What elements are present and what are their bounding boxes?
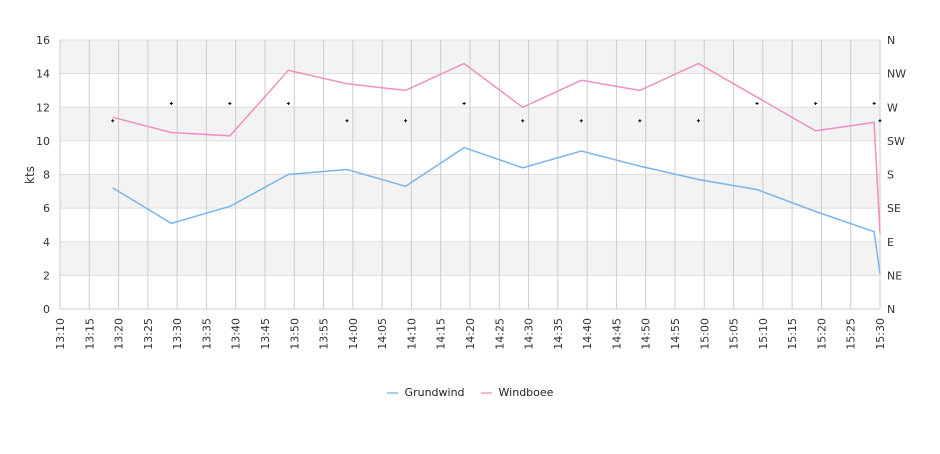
y-tick-label: 14: [36, 68, 50, 81]
x-tick-label: 13:25: [142, 318, 155, 350]
y2-tick-label: NE: [887, 269, 902, 282]
y2-tick-label: W: [887, 101, 898, 114]
x-tick-label: 15:00: [698, 318, 711, 350]
x-tick-label: 15:05: [728, 318, 741, 350]
direction-marker: [579, 119, 583, 123]
direction-markers: [111, 102, 882, 123]
y2-tick-label: SE: [887, 202, 901, 215]
y-tick-label: 10: [36, 135, 50, 148]
x-tick-label: 15:20: [815, 318, 828, 350]
direction-marker: [169, 102, 173, 106]
x-tick-label: 14:55: [669, 318, 682, 350]
series-lines: [112, 62, 881, 274]
x-tick-label: 15:10: [757, 318, 770, 350]
y-tick-label: 2: [43, 269, 50, 282]
direction-marker: [345, 119, 349, 123]
legend-item-grundwind[interactable]: Grundwind: [386, 386, 465, 399]
x-tick-label: 14:00: [347, 318, 360, 350]
x-tick-label: 14:50: [640, 318, 653, 350]
y-tick-label: 6: [43, 202, 50, 215]
x-tick-label: 13:15: [83, 318, 96, 350]
direction-marker: [755, 102, 759, 106]
y-axis-ticks: 0 2 4 6 8 10 12 14 16: [36, 34, 50, 316]
y2-tick-label: E: [887, 236, 894, 249]
x-tick-label: 14:05: [376, 318, 389, 350]
y2-tick-label: N: [887, 34, 895, 47]
direction-marker: [878, 119, 882, 123]
direction-marker: [462, 102, 466, 106]
y-tick-label: 0: [43, 303, 50, 316]
direction-marker: [814, 102, 818, 106]
grid-lines: [59, 39, 881, 310]
series-line-grundwind: [112, 146, 881, 274]
y2-tick-label: N: [887, 303, 895, 316]
x-tick-label: 13:35: [200, 318, 213, 350]
x-tick-label: 15:25: [845, 318, 858, 350]
direction-marker: [111, 119, 115, 123]
series-line-windboee: [112, 62, 881, 234]
direction-marker: [228, 102, 232, 106]
x-tick-label: 13:20: [113, 318, 126, 350]
direction-marker: [521, 119, 525, 123]
y-tick-label: 12: [36, 101, 50, 114]
direction-marker: [872, 102, 876, 106]
x-tick-label: 13:30: [171, 318, 184, 350]
y-axis-label: kts: [23, 166, 37, 184]
x-tick-label: 14:15: [435, 318, 448, 350]
legend-label-windboee: Windboee: [498, 386, 554, 399]
x-tick-label: 14:25: [493, 318, 506, 350]
direction-marker: [404, 119, 408, 123]
x-tick-label: 14:10: [405, 318, 418, 350]
y2-tick-label: SW: [887, 135, 905, 148]
legend-item-windboee[interactable]: Windboee: [480, 386, 554, 399]
y-tick-label: 8: [43, 169, 50, 182]
y2-tick-label: S: [887, 169, 894, 182]
x-tick-label: 13:50: [288, 318, 301, 350]
x-tick-label: 14:45: [610, 318, 623, 350]
x-tick-label: 13:55: [318, 318, 331, 350]
direction-marker: [638, 119, 642, 123]
legend-label-grundwind: Grundwind: [404, 386, 465, 399]
x-tick-label: 14:20: [464, 318, 477, 350]
x-tick-label: 13:45: [259, 318, 272, 350]
y2-axis-ticks: N NE E SE S SW W NW N: [887, 34, 906, 316]
x-tick-label: 15:15: [786, 318, 799, 350]
legend-swatch-grundwind: [386, 391, 398, 394]
y-tick-label: 16: [36, 34, 50, 47]
x-tick-label: 14:35: [552, 318, 565, 350]
y-tick-label: 4: [43, 236, 50, 249]
x-tick-label: 15:30: [874, 318, 887, 350]
direction-marker: [696, 119, 700, 123]
direction-marker: [286, 102, 290, 106]
x-tick-label: 13:10: [54, 318, 67, 350]
x-tick-label: 13:40: [230, 318, 243, 350]
x-tick-label: 14:30: [523, 318, 536, 350]
y2-tick-label: NW: [887, 68, 906, 81]
legend-swatch-windboee: [480, 391, 492, 394]
x-axis-ticks: 13:10 13:15 13:20 13:25 13:30 13:35 13:40 13:45…: [54, 318, 887, 350]
legend: Grundwind Windboee: [0, 386, 940, 399]
x-tick-label: 14:40: [581, 318, 594, 350]
